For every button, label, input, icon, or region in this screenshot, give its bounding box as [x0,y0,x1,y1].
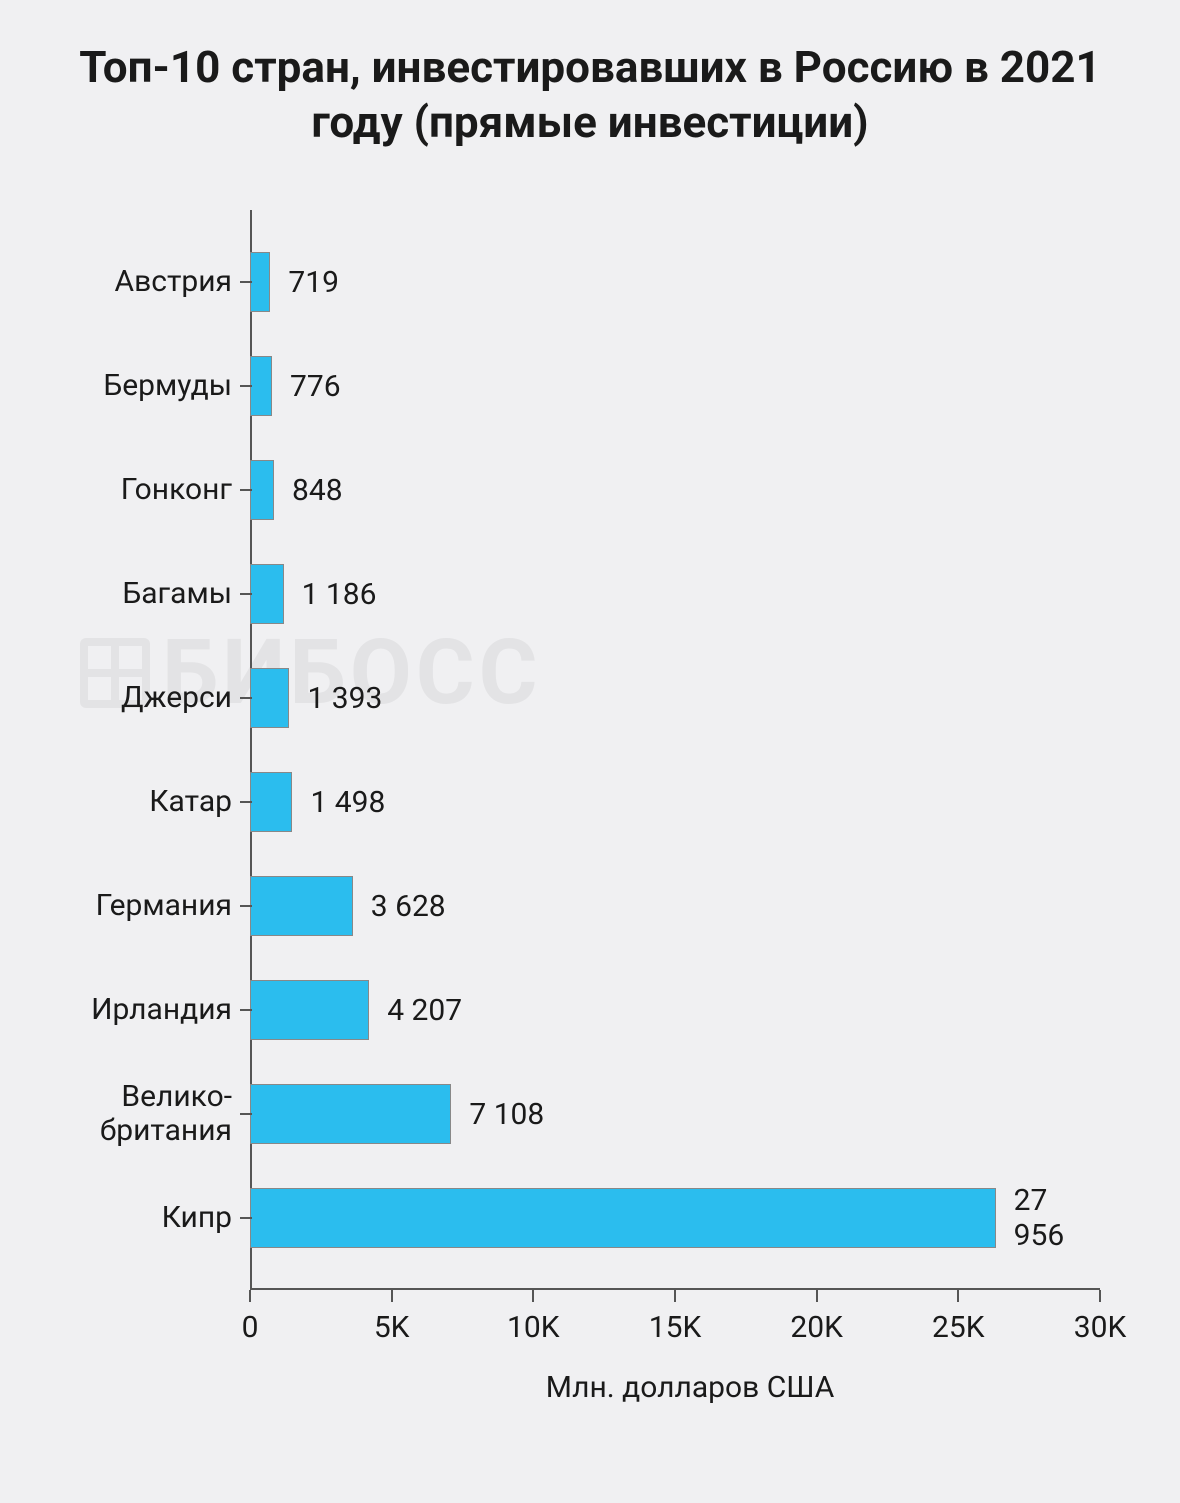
category-label: Велико- британия [42,1080,232,1149]
bar-row: Кипр27 956 [250,1188,1100,1248]
x-tick [816,1290,818,1302]
category-label: Багамы [42,577,232,612]
bar [250,460,274,520]
bar [250,980,369,1040]
y-tick [240,801,252,803]
y-tick [240,697,252,699]
bar-row: Германия3 628 [250,876,1100,936]
plot-area: Австрия719 Бермуды776 Гонконг848 Багамы1 18… [250,210,1100,1290]
x-tick-label: 5K [374,1310,410,1345]
bar [250,356,272,416]
x-tick [249,1290,251,1302]
value-label: 7 108 [469,1097,544,1132]
chart-container: БИБОСС Топ-10 стран, инвестировавших в Р… [0,0,1180,1503]
bar-row: Велико- британия7 108 [250,1084,1100,1144]
value-label: 1 393 [307,681,382,716]
bar [250,1084,451,1144]
value-label: 1 498 [310,785,385,820]
category-label: Джерси [42,681,232,716]
bar-row: Бермуды776 [250,356,1100,416]
category-label: Бермуды [42,369,232,404]
x-tick-label: 15K [649,1310,702,1345]
x-tick-label: 30K [1074,1310,1127,1345]
bar [250,252,270,312]
y-tick [240,905,252,907]
value-label: 719 [288,265,339,300]
x-tick [391,1290,393,1302]
y-tick [240,385,252,387]
bar-row: Багамы1 186 [250,564,1100,624]
bar-row: Австрия719 [250,252,1100,312]
x-tick-label: 25K [932,1310,985,1345]
value-label: 27 956 [1014,1183,1100,1253]
category-label: Австрия [42,265,232,300]
bar [250,876,353,936]
bar-row: Ирландия4 207 [250,980,1100,1040]
value-label: 3 628 [371,889,446,924]
x-tick [674,1290,676,1302]
value-label: 1 186 [302,577,377,612]
x-axis-title: Млн. долларов США [250,1370,1130,1405]
category-label: Катар [42,785,232,820]
value-label: 4 207 [387,993,462,1028]
bar-row: Джерси1 393 [250,668,1100,728]
bar [250,772,292,832]
bars-group: Австрия719 Бермуды776 Гонконг848 Багамы1 18… [250,230,1100,1270]
x-tick [532,1290,534,1302]
y-tick [240,281,252,283]
category-label: Ирландия [42,993,232,1028]
category-label: Германия [42,889,232,924]
x-tick-label: 20K [790,1310,843,1345]
value-label: 776 [290,369,341,404]
y-tick [240,489,252,491]
x-ticks: 05K10K15K20K25K30K [250,1290,1100,1300]
chart-title: Топ-10 стран, инвестировавших в Россию в… [50,40,1130,150]
category-label: Кипр [42,1201,232,1236]
value-label: 848 [292,473,343,508]
y-tick [240,1217,252,1219]
x-tick [957,1290,959,1302]
bar [250,1188,996,1248]
category-label: Гонконг [42,473,232,508]
bar [250,668,289,728]
y-tick [240,593,252,595]
bar-row: Гонконг848 [250,460,1100,520]
x-tick [1099,1290,1101,1302]
x-tick-label: 0 [242,1310,259,1345]
bar-row: Катар1 498 [250,772,1100,832]
bar [250,564,284,624]
y-tick [240,1009,252,1011]
y-tick [240,1113,252,1115]
x-tick-label: 10K [507,1310,560,1345]
